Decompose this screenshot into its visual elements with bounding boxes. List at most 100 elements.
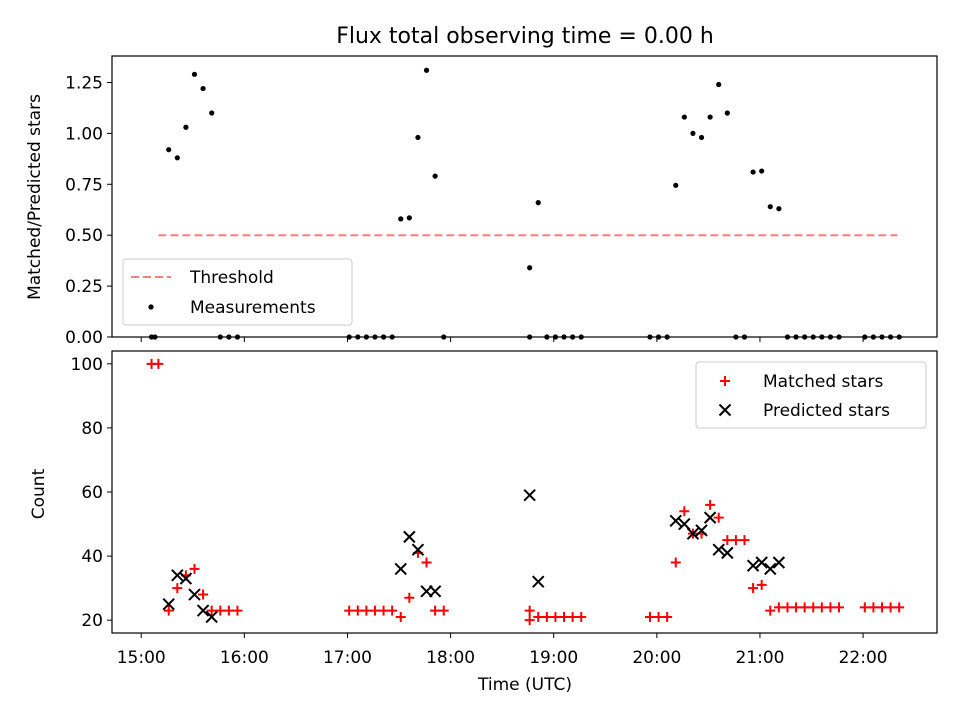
matched-star-marker (713, 512, 724, 523)
matched-star-marker (369, 605, 380, 616)
predicted-star-marker (428, 585, 442, 598)
legend-matched-label: Matched stars (763, 372, 883, 392)
matched-star-marker (868, 602, 879, 613)
x-tick-label: 15:00 (117, 648, 166, 668)
matched-star-marker (352, 605, 363, 616)
legend-box (122, 258, 353, 326)
measurement-point (698, 134, 705, 141)
measurement-point (200, 85, 206, 92)
bottom-y-tick-label: 20 (81, 611, 103, 631)
matched-star-marker (524, 605, 535, 616)
matched-star-marker (799, 602, 810, 613)
predicted-star-marker (394, 562, 407, 576)
matched-star-marker (748, 583, 759, 594)
bottom-y-tick-label: 80 (81, 419, 103, 439)
predicted-star-marker (205, 610, 218, 624)
measurement-point (398, 216, 404, 222)
matched-star-marker (206, 605, 217, 616)
measurement-point (716, 81, 722, 88)
predicted-star-marker (764, 562, 777, 576)
predicted-star-marker (179, 572, 193, 585)
bottom-y-tick-label: 60 (81, 483, 103, 503)
measurement-point (707, 114, 713, 120)
measurement-point (406, 215, 412, 221)
measurement-point (681, 114, 687, 120)
measurement-point (535, 200, 541, 206)
matched-star-marker (765, 605, 776, 616)
x-tick-label: 22:00 (839, 648, 888, 668)
measurement-point (724, 110, 730, 116)
matched-star-marker (559, 611, 570, 622)
predicted-star-marker (532, 575, 545, 588)
matched-star-marker (782, 602, 793, 613)
bottom-y-tick-label: 100 (71, 355, 103, 375)
measurement-point (423, 67, 430, 73)
matched-star-marker (533, 611, 544, 622)
measurement-point (750, 169, 756, 175)
matched-star-marker (791, 602, 802, 613)
measurement-point (209, 110, 215, 116)
measurement-point (767, 204, 773, 210)
matched-star-marker (395, 611, 406, 622)
legend-measurement-swatch (148, 304, 154, 310)
legend-threshold-label: Threshold (189, 268, 274, 288)
predicted-star-marker (695, 524, 708, 537)
matched-star-marker (722, 535, 733, 546)
matched-star-marker (163, 605, 174, 616)
predicted-star-marker (746, 559, 760, 572)
matched-star-marker (739, 535, 750, 546)
matched-star-marker (172, 583, 183, 594)
matched-star-marker (730, 535, 741, 546)
matched-star-marker (670, 557, 681, 568)
legend-predicted-swatch (718, 403, 732, 417)
legend-measurement-label: Measurements (190, 298, 316, 318)
predicted-star-marker (171, 569, 184, 582)
top-y-tick-label: 0.25 (65, 277, 103, 297)
predicted-star-marker (772, 556, 786, 569)
predicted-star-marker (188, 588, 201, 601)
matched-star-marker (662, 611, 673, 622)
x-tick-label: 17:00 (323, 648, 372, 668)
predicted-star-marker (755, 556, 768, 569)
legend-box (695, 361, 927, 429)
x-tick-label: 16:00 (220, 648, 269, 668)
measurement-point (432, 173, 438, 179)
predicted-star-marker (411, 543, 425, 556)
matched-star-marker (387, 605, 398, 616)
measurement-point (527, 265, 533, 271)
matched-star-marker (834, 602, 845, 613)
predicted-star-marker (712, 543, 725, 556)
matched-star-marker (756, 579, 767, 590)
top-panel: Matched/Predicted stars 0.00 0.25 0.50 0.75… (25, 55, 938, 348)
predicted-star-marker (196, 604, 210, 617)
matched-star-marker (816, 602, 827, 613)
x-tick-label: 21:00 (735, 648, 784, 668)
measurement-point (690, 130, 696, 136)
matched-star-marker (189, 563, 200, 574)
matched-star-marker (877, 602, 887, 613)
x-axis-label: Time (UTC) (477, 675, 572, 695)
predicted-star-marker (523, 488, 536, 502)
top-y-tick-label: 0.75 (65, 175, 103, 195)
x-tick-label: 20:00 (632, 648, 681, 668)
measurement-point (166, 147, 172, 153)
top-y-tick-label: 0.50 (65, 226, 103, 246)
bottom-panel-y-label: Count (29, 468, 49, 519)
top-panel-y-label: Matched/Predicted stars (25, 94, 45, 300)
x-tick-label: 18:00 (426, 648, 475, 668)
matched-star-marker (344, 605, 355, 616)
top-y-tick-label: 1.00 (65, 124, 103, 144)
matched-star-marker (361, 605, 372, 616)
measurement-point (183, 124, 189, 130)
matched-star-marker (404, 592, 415, 603)
matched-star-marker (430, 605, 441, 616)
matched-star-marker (153, 358, 164, 369)
measurement-point (174, 155, 180, 161)
matched-star-marker (541, 611, 552, 622)
measurement-point (759, 168, 765, 174)
matched-star-marker (705, 499, 716, 510)
matched-star-marker (859, 602, 870, 613)
measurement-point (776, 206, 782, 212)
matched-star-marker (653, 611, 664, 622)
